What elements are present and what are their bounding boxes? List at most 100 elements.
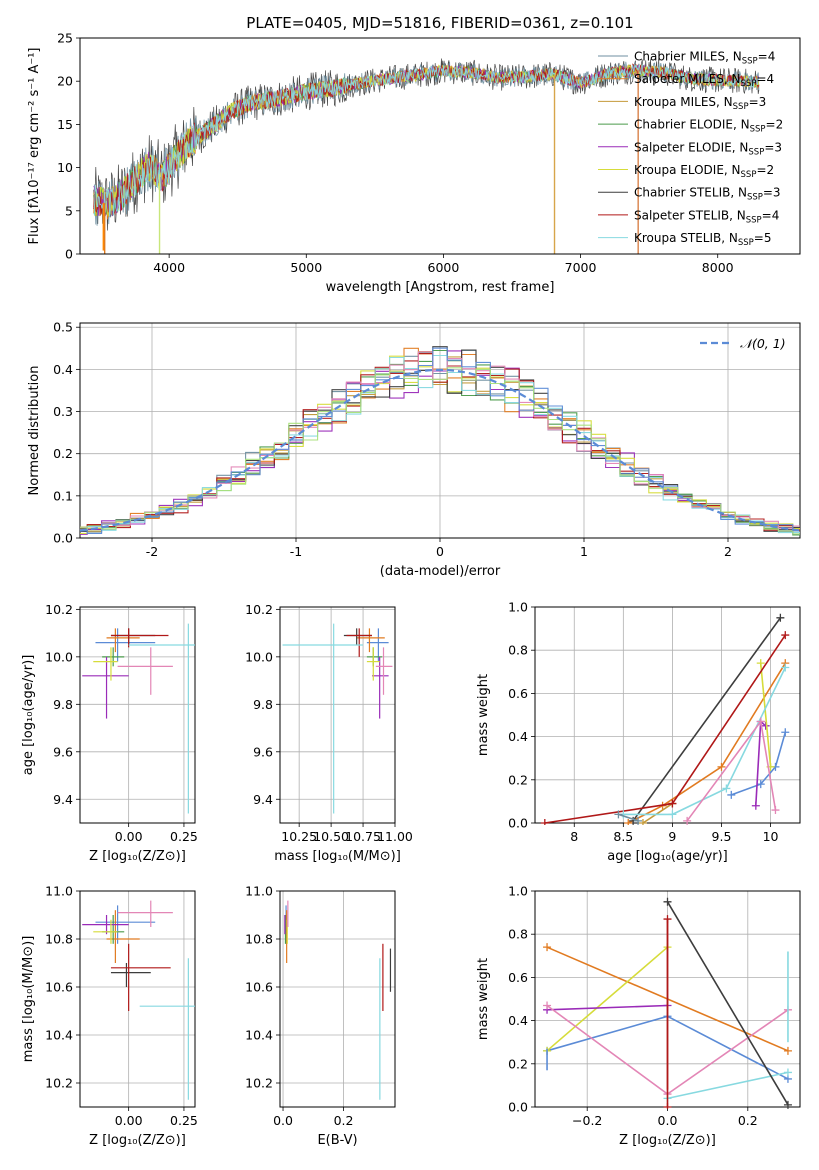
chart-title: PLATE=0405, MJD=51816, FIBERID=0361, z=0… [246, 14, 633, 32]
weight-marker [783, 1100, 792, 1109]
y-tick-label: 9.8 [253, 697, 273, 712]
weight-marker [756, 780, 765, 789]
x-axis-label: E(B-V) [317, 1133, 357, 1148]
y-tick-label: 1.0 [508, 884, 528, 899]
weight-line [667, 1071, 789, 1100]
y-tick-label: 1.0 [508, 600, 528, 615]
x-tick-label: 0.25 [170, 829, 198, 844]
x-tick-label: -2 [146, 544, 158, 559]
weight-marker [543, 1001, 552, 1010]
weight-marker [638, 819, 647, 825]
x-tick-label: 1 [580, 544, 588, 559]
y-tick-label: 0.0 [53, 531, 73, 546]
weight-marker [771, 806, 780, 815]
weight-marker [668, 799, 677, 808]
x-tick-label: 6000 [428, 260, 460, 275]
axes-frame [79, 606, 196, 824]
y-tick-label: 10.6 [45, 980, 73, 995]
weight-marker [614, 810, 623, 819]
y-tick-label: 5 [65, 203, 73, 218]
weight-marker [663, 1103, 672, 1109]
y-axis-label: mass weight [476, 958, 491, 1040]
x-tick-label: 9 [668, 829, 676, 844]
x-axis-label: Z [log₁₀(Z/Z⊙)] [619, 1133, 716, 1148]
legend-label: Chabrier STELIB, NSSP=3 [634, 186, 781, 203]
axes-frame [79, 890, 196, 1108]
weight-line [627, 662, 786, 824]
y-tick-label: 9.8 [53, 697, 73, 712]
y-tick-label: 9.6 [253, 744, 273, 759]
weight-marker [756, 717, 765, 726]
y-tick-label: 10.8 [45, 932, 73, 947]
y-tick-label: 0 [65, 247, 73, 262]
y-axis-label: Normed distribution [27, 366, 42, 496]
series-group [540, 613, 790, 825]
chart-z_mass: 0.00 0.25 10.2 10.4 10.6 10.8 11.0 Z [log₁₀(Z/Z… [21, 884, 198, 1149]
y-axis-label: age [log₁₀(age/yr)] [21, 655, 36, 776]
weight-line [666, 901, 789, 1106]
weight-marker [683, 816, 692, 825]
x-tick-label: −0.2 [572, 1113, 602, 1128]
axes-frame [279, 890, 396, 1108]
weight-marker [540, 819, 549, 825]
x-tick-label: 10 [763, 829, 779, 844]
y-tick-label: 20 [57, 74, 73, 89]
weight-line [642, 802, 673, 824]
chart-weight_vs_z: −0.2 0.0 0.2 0.0 0.2 0.4 0.6 0.8 1.0 Z [log₁₀(Z/Z… [476, 884, 801, 1148]
series-group [543, 897, 792, 1109]
legend-label: Kroupa STELIB, NSSP=5 [634, 231, 772, 248]
y-tick-label: 15 [57, 117, 73, 132]
weight-marker [543, 943, 552, 952]
y-tick-label: 0.6 [508, 686, 528, 701]
y-tick-label: 10.2 [245, 1076, 273, 1091]
weight-line [632, 617, 782, 822]
weight-marker [781, 728, 790, 737]
weight-line [546, 946, 669, 1052]
weight-marker [663, 897, 672, 906]
weight-marker [781, 631, 790, 640]
x-axis-label: mass [log₁₀(M/M⊙)] [274, 849, 401, 864]
weight-marker [776, 613, 785, 622]
x-tick-label: 9.5 [712, 829, 732, 844]
y-tick-label: 0.1 [53, 488, 73, 503]
x-tick-label: 7000 [565, 260, 597, 275]
weight-marker [717, 762, 726, 771]
y-tick-label: 11.0 [245, 884, 273, 899]
legend-label: Salpeter MILES, NSSP=4 [634, 72, 774, 89]
y-tick-label: 9.4 [53, 792, 73, 807]
x-tick-label: 11.00 [377, 829, 413, 844]
weight-line [759, 663, 772, 767]
x-tick-label: 0.00 [115, 1113, 143, 1128]
histogram-step [80, 351, 800, 532]
errorbar-group [82, 900, 195, 1100]
weight-line [731, 732, 787, 796]
y-tick-label: 25 [57, 31, 73, 46]
y-tick-label: 0.4 [508, 1013, 528, 1028]
x-tick-label: 0.00 [115, 829, 143, 844]
x-tick-label: -1 [290, 544, 302, 559]
x-axis-label: Z [log₁₀(Z/Z⊙)] [89, 1133, 186, 1148]
weight-marker [668, 810, 677, 819]
y-tick-label: 0.2 [508, 1056, 528, 1071]
x-tick-label: 0.2 [334, 1113, 354, 1128]
y-axis-label: mass weight [476, 674, 491, 756]
chart-residuals: -2 -1 0 1 2 0.0 0.1 0.2 0.3 0.4 0.5 (data-model)/er… [27, 320, 801, 579]
y-tick-label: 9.4 [253, 792, 273, 807]
weight-marker [634, 816, 643, 825]
y-tick-label: 0.2 [508, 772, 528, 787]
legend-label: Chabrier MILES, NSSP=4 [634, 50, 775, 67]
weight-line [546, 1004, 668, 1011]
x-tick-label: 2 [724, 544, 732, 559]
x-axis-label: wavelength [Angstrom, rest frame] [326, 280, 555, 295]
axes-frame [79, 37, 801, 255]
y-tick-label: 0.3 [53, 404, 73, 419]
y-tick-label: 10.2 [45, 1076, 73, 1091]
legend-label: Kroupa ELODIE, NSSP=2 [634, 163, 774, 180]
y-tick-label: 10.0 [45, 649, 73, 664]
y-tick-label: 0.2 [53, 446, 73, 461]
x-tick-label: 5000 [290, 260, 322, 275]
chart-weight_vs_age: 8 8.5 9 9.5 10 0.0 0.2 0.4 0.6 0.8 1.0 age [log₁₀(a… [476, 600, 801, 864]
x-axis-label: (data-model)/error [380, 564, 501, 579]
x-tick-label: 0.25 [170, 1113, 198, 1128]
